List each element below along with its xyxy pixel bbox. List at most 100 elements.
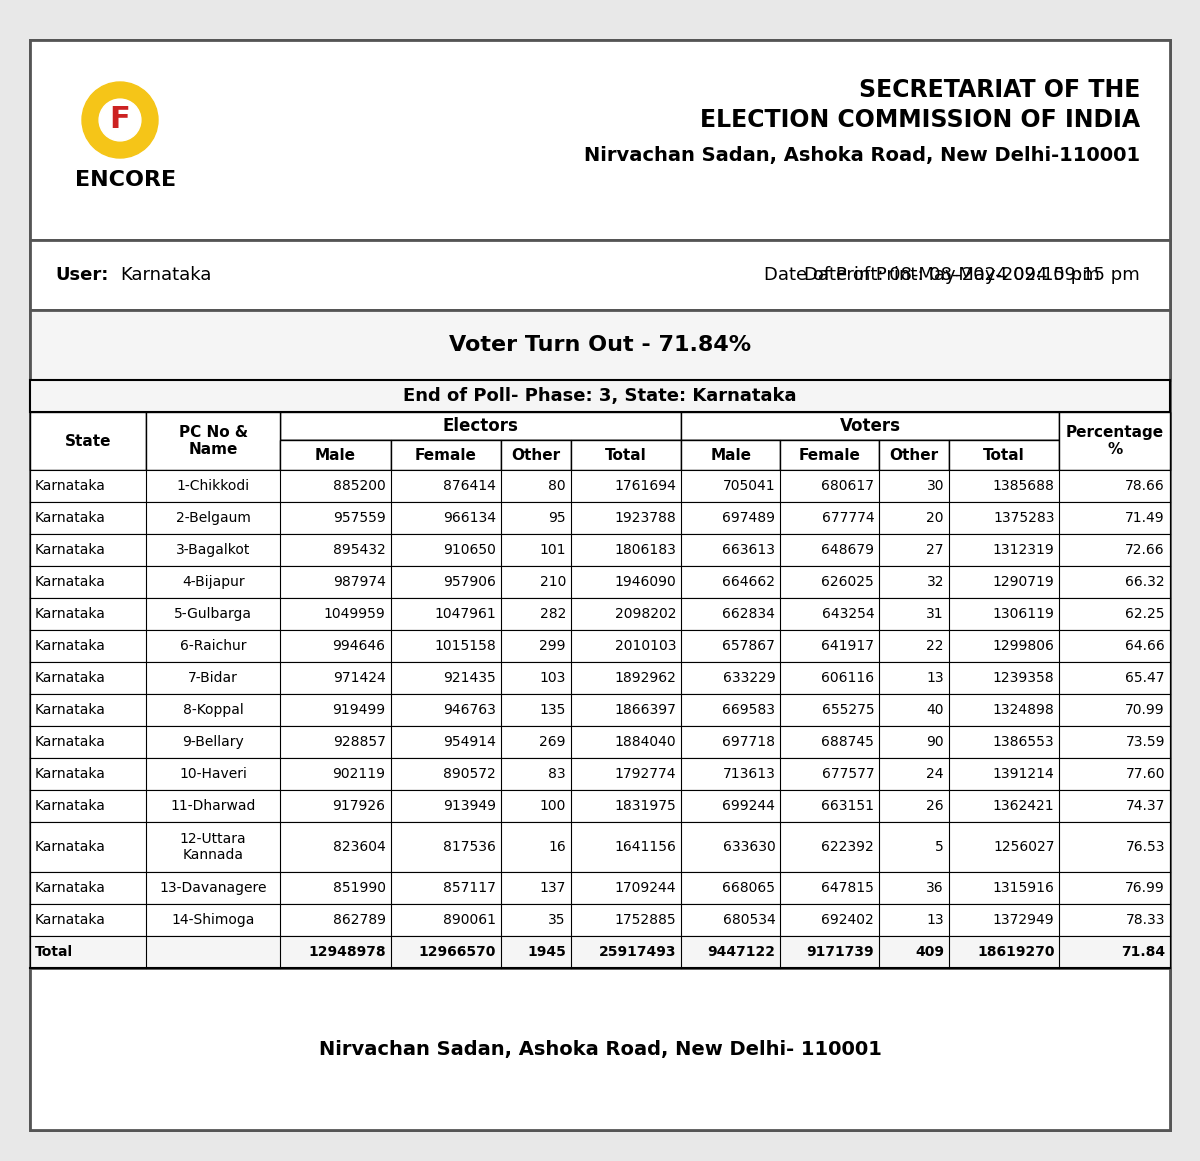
Bar (30, 470, 1170, 502)
Text: 71.84: 71.84 (1121, 945, 1165, 959)
Text: 1806183: 1806183 (614, 543, 677, 557)
Bar (30, 822, 1170, 872)
Text: 76.53: 76.53 (1126, 841, 1165, 854)
Text: 2098202: 2098202 (614, 607, 677, 621)
Text: 12966570: 12966570 (419, 945, 496, 959)
Text: 1324898: 1324898 (992, 704, 1055, 717)
Text: 13: 13 (926, 913, 944, 926)
Text: 913949: 913949 (443, 799, 496, 813)
Text: 210: 210 (540, 575, 566, 589)
Text: Date of Print: 08-May-2024 09:15 pm: Date of Print: 08-May-2024 09:15 pm (764, 266, 1100, 284)
Text: 1290719: 1290719 (992, 575, 1055, 589)
Text: 1375283: 1375283 (992, 511, 1055, 525)
Bar (30, 789, 1170, 822)
Text: 90: 90 (926, 735, 944, 749)
Text: 857117: 857117 (443, 881, 496, 895)
Bar (30, 598, 1170, 630)
Text: 677577: 677577 (822, 767, 874, 781)
Text: 817536: 817536 (443, 841, 496, 854)
Text: 77.60: 77.60 (1126, 767, 1165, 781)
Text: 902119: 902119 (332, 767, 385, 781)
Text: 647815: 647815 (821, 881, 874, 895)
Bar (30, 240, 1170, 310)
Text: Karnataka: Karnataka (35, 704, 106, 717)
Bar (949, 440, 1060, 470)
Text: F: F (109, 106, 131, 135)
Text: 606116: 606116 (821, 671, 874, 685)
Text: 713613: 713613 (722, 767, 775, 781)
Text: 697718: 697718 (722, 735, 775, 749)
Text: 994646: 994646 (332, 639, 385, 652)
Text: 13-Davanagere: 13-Davanagere (160, 881, 266, 895)
Text: 137: 137 (540, 881, 566, 895)
Text: 688745: 688745 (821, 735, 874, 749)
Text: 663151: 663151 (821, 799, 874, 813)
Bar (880, 440, 949, 470)
Text: 895432: 895432 (332, 543, 385, 557)
Text: 862789: 862789 (332, 913, 385, 926)
Text: 1049959: 1049959 (324, 607, 385, 621)
Text: 928857: 928857 (332, 735, 385, 749)
Bar (30, 904, 1170, 936)
Text: 66.32: 66.32 (1126, 575, 1165, 589)
Text: 12948978: 12948978 (308, 945, 385, 959)
Text: Nirvachan Sadan, Ashoka Road, New Delhi- 110001: Nirvachan Sadan, Ashoka Road, New Delhi-… (318, 1039, 882, 1059)
Text: 2-Belgaum: 2-Belgaum (175, 511, 251, 525)
Text: State: State (65, 433, 112, 448)
Text: 876414: 876414 (443, 479, 496, 493)
Text: 65.47: 65.47 (1126, 671, 1165, 685)
Text: 641917: 641917 (821, 639, 874, 652)
Text: 16: 16 (548, 841, 566, 854)
Bar (391, 440, 502, 470)
Text: Total: Total (35, 945, 73, 959)
Text: Karnataka: Karnataka (35, 575, 106, 589)
Text: 40: 40 (926, 704, 944, 717)
Text: 921435: 921435 (443, 671, 496, 685)
Text: 657867: 657867 (722, 639, 775, 652)
Text: 1-Chikkodi: 1-Chikkodi (176, 479, 250, 493)
Text: Other: Other (511, 447, 560, 462)
Text: 1866397: 1866397 (614, 704, 677, 717)
Bar (1060, 412, 1170, 470)
Bar (30, 872, 1170, 904)
Text: 14-Shimoga: 14-Shimoga (172, 913, 254, 926)
Text: Electors: Electors (443, 417, 518, 435)
Text: 31: 31 (926, 607, 944, 621)
Text: Karnataka: Karnataka (35, 639, 106, 652)
Text: 35: 35 (548, 913, 566, 926)
Bar (30, 758, 1170, 789)
Text: Karnataka: Karnataka (120, 266, 211, 284)
Text: Other: Other (889, 447, 938, 462)
Text: 73.59: 73.59 (1126, 735, 1165, 749)
Text: ELECTION COMMISSION OF INDIA: ELECTION COMMISSION OF INDIA (700, 108, 1140, 132)
Bar (682, 440, 780, 470)
Text: ENCORE: ENCORE (74, 170, 176, 190)
Text: 669583: 669583 (722, 704, 775, 717)
Bar (30, 726, 1170, 758)
Text: 626025: 626025 (822, 575, 874, 589)
Text: 100: 100 (540, 799, 566, 813)
Text: 633229: 633229 (722, 671, 775, 685)
Text: User:: User: (55, 266, 108, 284)
Text: 18619270: 18619270 (977, 945, 1055, 959)
Bar (780, 440, 880, 470)
Text: 622392: 622392 (822, 841, 874, 854)
Text: 851990: 851990 (332, 881, 385, 895)
Text: 643254: 643254 (822, 607, 874, 621)
Text: 72.66: 72.66 (1126, 543, 1165, 557)
Text: 64.66: 64.66 (1126, 639, 1165, 652)
Text: 1945: 1945 (527, 945, 566, 959)
Text: 9447122: 9447122 (707, 945, 775, 959)
Text: 409: 409 (914, 945, 944, 959)
Text: Karnataka: Karnataka (35, 841, 106, 854)
Text: Date of Print: 08-May-2024 09:15 pm: Date of Print: 08-May-2024 09:15 pm (804, 266, 1140, 284)
Bar (30, 694, 1170, 726)
Text: 1015158: 1015158 (434, 639, 496, 652)
Text: 680534: 680534 (722, 913, 775, 926)
Text: Female: Female (799, 447, 860, 462)
Text: 1306119: 1306119 (992, 607, 1055, 621)
Text: 8-Koppal: 8-Koppal (182, 704, 244, 717)
Circle shape (82, 82, 158, 158)
Text: 677774: 677774 (822, 511, 874, 525)
Text: 1709244: 1709244 (614, 881, 677, 895)
